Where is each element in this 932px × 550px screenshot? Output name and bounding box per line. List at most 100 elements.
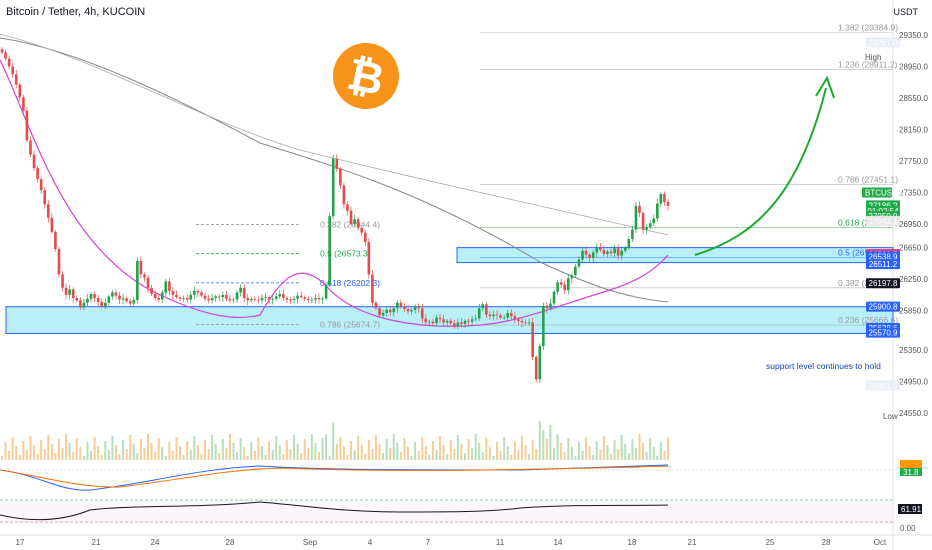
candle-body (296, 295, 299, 299)
volume-bar (460, 444, 463, 460)
candle-body (406, 309, 410, 312)
volume-bar (652, 447, 655, 460)
candle-body (242, 287, 246, 299)
volume-bar (634, 448, 637, 460)
candle-body (146, 277, 150, 288)
volume-bar (431, 441, 434, 460)
volume-bar (114, 445, 117, 460)
candle-body (363, 232, 367, 243)
candle-body (645, 227, 648, 230)
volume-bar (282, 454, 285, 460)
volume-bar (325, 434, 328, 460)
candle-body (36, 168, 39, 180)
candle-body (54, 231, 57, 250)
candle-body (353, 219, 356, 224)
volume-bar (631, 439, 634, 460)
chart-title: Bitcoin / Tether, 4h, KUCOIN (6, 6, 146, 18)
candle-body (460, 322, 463, 325)
volume-bar (86, 442, 89, 460)
candle-body (552, 291, 556, 304)
candle-body (488, 314, 492, 317)
rsi-value-badge (898, 504, 922, 514)
y-tick-label: 25350.0 (899, 346, 928, 355)
candle-body (403, 306, 406, 310)
candle-body (570, 275, 574, 279)
price-tag (866, 37, 900, 48)
candle-body (111, 292, 114, 297)
candle-body (613, 248, 616, 254)
support-zone (6, 306, 893, 334)
y-tick-label: 26650.0 (899, 244, 928, 253)
candle-body (50, 217, 54, 232)
retracement-label: 0.786 (25674.7) (320, 319, 380, 329)
candle-body (107, 296, 111, 303)
volume-bar (250, 442, 253, 460)
volume-bar (492, 456, 495, 460)
candle-body (467, 320, 470, 322)
volume-bar (200, 454, 203, 460)
candle-body (599, 246, 602, 250)
volume-bar (556, 434, 559, 460)
candle-body (659, 194, 663, 204)
volume-bar (435, 450, 438, 460)
candle-body (477, 308, 481, 319)
candle-body (367, 242, 371, 275)
candle-body (160, 292, 164, 300)
volume-bar (161, 447, 164, 460)
candle-body (623, 247, 627, 251)
candle-body (385, 309, 388, 313)
candle-body (360, 227, 364, 233)
candle-body (75, 298, 79, 301)
volume-bar (367, 440, 370, 460)
volume-bar (150, 443, 153, 460)
candle-body (139, 261, 143, 275)
volume-bar (232, 443, 235, 460)
candle-body (538, 346, 542, 380)
volume-bar (143, 448, 146, 460)
volume-bar (1, 456, 3, 460)
volume-bar (407, 447, 410, 460)
candle-body (556, 282, 559, 292)
candle-body (616, 248, 620, 256)
candle-body (18, 84, 22, 98)
volume-bar (350, 441, 353, 460)
candle-body (22, 97, 25, 111)
projection-arrow (694, 87, 827, 256)
volume-bar (520, 436, 523, 460)
candle-body (638, 205, 641, 213)
volume-bar (164, 456, 167, 460)
volume-bar (463, 453, 466, 460)
volume-bar (239, 438, 242, 460)
candle-body (652, 218, 656, 224)
candle-body (602, 249, 606, 254)
volume-bar (65, 434, 68, 460)
volume-bar (620, 435, 623, 460)
candle-body (285, 298, 289, 300)
candle-body (424, 318, 428, 323)
volume-bar (456, 435, 459, 460)
candle-body (524, 322, 527, 324)
volume-bar (107, 450, 110, 460)
volume-bar (18, 455, 21, 460)
volume-bar (79, 447, 82, 460)
candle-body (118, 295, 121, 300)
y-tick-label: 26950.0 (899, 220, 928, 229)
price-tag-label: 27186.2 (869, 201, 898, 210)
x-tick-label: 24 (151, 538, 160, 547)
candle-body (620, 250, 624, 256)
volume-bar (136, 453, 139, 460)
volume-bar (385, 439, 388, 460)
candle-body (534, 357, 538, 380)
candle-body (339, 168, 342, 186)
volume-bar (595, 441, 598, 460)
fib-level-label: 0.5 (26522.7) (838, 248, 889, 258)
candle-body (217, 296, 221, 298)
fib-level-label: 0.236 (25666.6) (838, 315, 898, 325)
support-zone-border (5, 306, 894, 334)
candle-body (442, 319, 445, 323)
candle-body (445, 320, 449, 323)
candle-body (324, 284, 328, 299)
x-tick-label: Oct (874, 538, 887, 547)
volume-bar (196, 445, 199, 460)
